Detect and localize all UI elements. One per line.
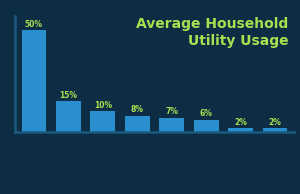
Bar (194, 120, 219, 132)
Text: 10%: 10% (94, 101, 112, 110)
Bar (125, 116, 150, 132)
Bar (22, 30, 46, 132)
Text: 6%: 6% (200, 109, 213, 119)
Text: 2%: 2% (234, 118, 247, 127)
Text: 7%: 7% (165, 107, 178, 116)
Bar (56, 101, 81, 132)
Text: 15%: 15% (59, 91, 77, 100)
Text: 8%: 8% (131, 105, 144, 114)
Text: 2%: 2% (268, 118, 281, 127)
Bar (90, 112, 115, 132)
Bar (263, 128, 287, 132)
Text: Average Household
Utility Usage: Average Household Utility Usage (136, 17, 288, 48)
Bar (228, 128, 253, 132)
Bar (159, 118, 184, 132)
Text: 50%: 50% (25, 20, 43, 29)
